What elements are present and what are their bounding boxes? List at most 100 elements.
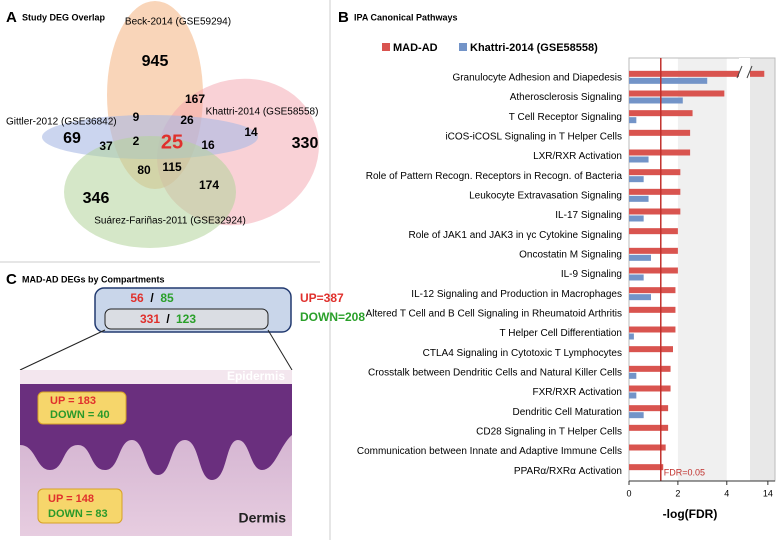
down-label: DOWN = 40	[50, 409, 110, 421]
category-label: T Helper Cell Differentiation	[500, 328, 622, 339]
region-count: 26	[180, 113, 194, 127]
venn-panel: A Study DEG Overlap Beck-2014 (GSE59294)…	[6, 1, 319, 248]
bar	[629, 149, 691, 156]
legend-label: MAD-AD	[393, 42, 438, 54]
venn-set	[64, 136, 236, 248]
stratum-corneum	[20, 370, 292, 384]
bar	[629, 169, 681, 176]
region-count: 69	[63, 130, 81, 147]
panel-letter: A	[6, 9, 17, 26]
region-count: 25	[161, 131, 183, 153]
x-tick-label: 4	[724, 488, 729, 498]
category-label: Dendritic Cell Maturation	[513, 407, 623, 418]
bar	[629, 228, 678, 235]
bar	[629, 70, 765, 77]
category-label: Communication between Innate and Adaptiv…	[357, 446, 622, 457]
bar	[629, 372, 637, 379]
x-tick-label: 0	[626, 488, 631, 498]
summary-inner-box	[104, 308, 269, 330]
category-label: Leukocyte Extravasation Signaling	[469, 190, 622, 201]
panel-letter: C	[6, 271, 17, 288]
bar	[629, 90, 725, 97]
up-count: 56	[130, 291, 144, 305]
category-label: Atherosclerosis Signaling	[510, 92, 622, 103]
region-count: 37	[99, 139, 113, 153]
bar	[629, 97, 683, 104]
x-axis-label: -log(FDR)	[663, 507, 718, 521]
category-label: CTLA4 Signaling in Cytotoxic T Lymphocyt…	[423, 348, 622, 359]
count-box	[37, 488, 123, 524]
category-label: IL-17 Signaling	[555, 210, 622, 221]
threshold-label: FDR=0.05	[664, 467, 705, 477]
zoom-line	[19, 329, 106, 371]
region-count: 16	[201, 138, 215, 152]
bar	[629, 294, 651, 301]
break-mark	[736, 65, 743, 79]
bar	[629, 365, 671, 372]
category-label: Role of Pattern Recogn. Receptors in Rec…	[366, 171, 623, 182]
region-count: 167	[185, 92, 205, 106]
category-label: LXR/RXR Activation	[533, 151, 622, 162]
category-label: Crosstalk between Dendritic Cells and Na…	[368, 367, 622, 378]
bar	[629, 333, 634, 340]
break-mark	[746, 65, 753, 79]
bar	[629, 326, 676, 333]
panel-letter: B	[338, 9, 349, 26]
compartments-panel: C MAD-AD DEGs by Compartments 56 / 85 33…	[6, 271, 365, 536]
bar	[629, 247, 678, 254]
chart-title: IPA Canonical Pathways	[354, 12, 458, 22]
axis-break	[739, 58, 750, 481]
region-count: 9	[133, 110, 140, 124]
bar	[629, 464, 664, 471]
pathway-chart: MAD-AD Khattri-2014 (GSE58558) Granulocyte…	[357, 42, 776, 521]
region-count: 115	[162, 160, 182, 174]
region-count: 80	[137, 163, 151, 177]
bar	[629, 215, 644, 222]
bar	[629, 267, 678, 274]
region-count: 346	[83, 190, 110, 207]
category-label: FXR/RXR Activation	[533, 387, 622, 398]
zoom-line	[267, 329, 293, 371]
x-tick-label: 2	[675, 488, 680, 498]
bar	[629, 405, 669, 412]
bar	[629, 195, 649, 202]
bar	[629, 117, 637, 124]
up-label: UP = 148	[48, 493, 94, 505]
count-box	[37, 391, 127, 425]
set-label: Suárez-Fariñas-2011 (GSE32924)	[94, 216, 246, 227]
separator: /	[150, 291, 154, 305]
legend-swatch	[459, 43, 467, 51]
category-label: Role of JAK1 and JAK3 in γc Cytokine Sig…	[409, 230, 622, 241]
category-label: IL-12 Signaling and Production in Macrop…	[411, 289, 622, 300]
panel-title: Study DEG Overlap	[22, 12, 106, 22]
down-count: 85	[160, 291, 174, 305]
set-label: Gittler-2012 (GSE36842)	[6, 117, 117, 128]
category-label: Altered T Cell and B Cell Signaling in R…	[366, 308, 622, 319]
bar	[629, 176, 644, 183]
legend-swatch	[382, 43, 390, 51]
bar	[629, 424, 669, 431]
bar	[629, 156, 649, 163]
category-label: PPARα/RXRα Activation	[514, 466, 622, 477]
category-label: IL-9 Signaling	[561, 269, 622, 280]
panel-title: MAD-AD DEGs by Compartments	[22, 274, 165, 284]
down-label: DOWN = 83	[48, 508, 108, 520]
category-label: iCOS-iCOSL Signaling in T Helper Cells	[445, 131, 622, 142]
set-label: Khattri-2014 (GSE58558)	[206, 107, 319, 118]
separator: /	[166, 312, 170, 326]
category-label: Oncostatin M Signaling	[519, 249, 622, 260]
bar	[629, 392, 637, 399]
bar	[629, 254, 651, 261]
bar	[629, 412, 644, 419]
bar	[629, 129, 691, 136]
total-up: UP=387	[300, 291, 344, 305]
category-label: T Cell Receptor Signaling	[509, 112, 622, 123]
region-count: 14	[244, 125, 258, 139]
category-label: CD28 Signaling in T Helper Cells	[476, 426, 622, 437]
up-label: UP = 183	[50, 395, 96, 407]
plot-band	[677, 58, 727, 481]
total-down: DOWN=208	[300, 310, 365, 324]
legend-label: Khattri-2014 (GSE58558)	[470, 42, 598, 54]
set-label: Beck-2014 (GSE59294)	[125, 17, 231, 28]
